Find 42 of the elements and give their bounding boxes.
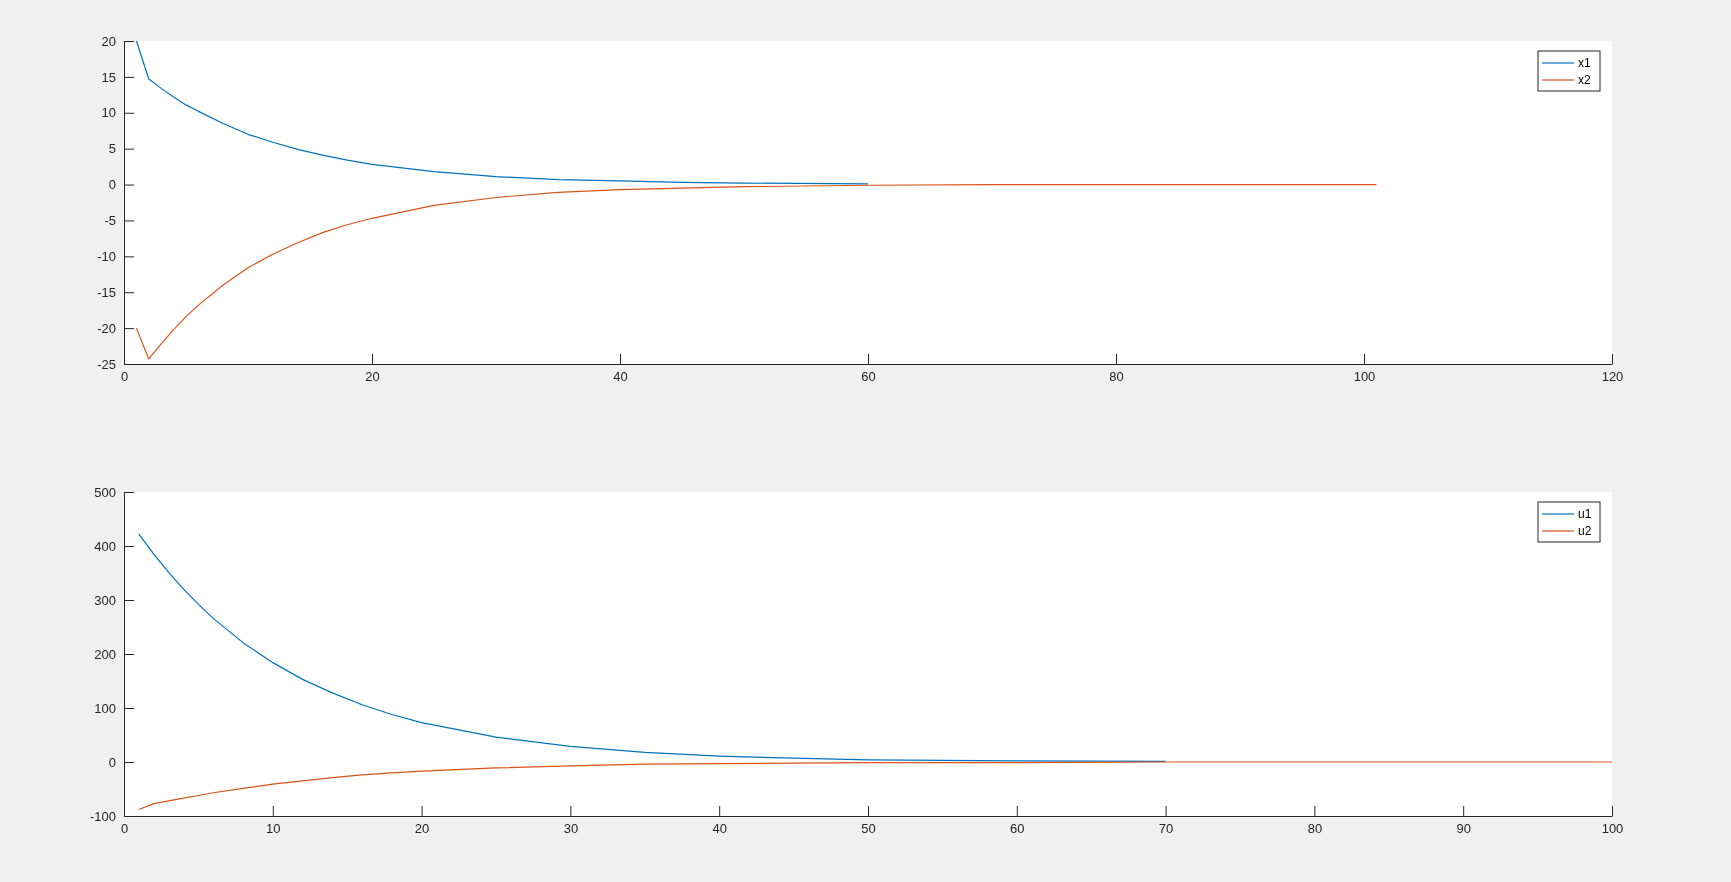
- x-tick-label: 60: [1010, 821, 1025, 837]
- y-tick-label: 500: [94, 484, 116, 500]
- y-tick-label: 20: [101, 33, 116, 49]
- y-tick-label: 300: [94, 592, 116, 608]
- y-tick-label: 5: [108, 141, 116, 157]
- x-tick-label: 20: [365, 369, 380, 385]
- x-tick-label: 30: [563, 821, 579, 837]
- y-tick-label: 400: [94, 538, 116, 554]
- x-tick-label: 100: [1353, 369, 1376, 385]
- y-tick-label: -20: [97, 320, 116, 336]
- legend-label: u2: [1578, 524, 1592, 538]
- y-tick-label: 15: [101, 69, 116, 85]
- line-series: [135, 183, 1377, 360]
- x-tick-label: 80: [1307, 821, 1323, 837]
- y-tick-label: -25: [97, 356, 116, 372]
- line-series: [138, 761, 1613, 811]
- line-series: [135, 40, 869, 185]
- y-tick-label: -10: [97, 248, 116, 264]
- y-tick-label: 200: [94, 646, 116, 662]
- x-tick-label: 40: [712, 821, 727, 837]
- x-tick-label: 90: [1456, 821, 1471, 837]
- x-tick-label: 10: [266, 821, 281, 837]
- x-tick-label: 40: [613, 369, 628, 385]
- x-tick-label: 50: [861, 821, 876, 837]
- y-tick-label: 100: [94, 700, 116, 716]
- x-tick-label: 0: [120, 369, 129, 385]
- y-tick-label: 0: [108, 177, 116, 193]
- y-tick-label: -5: [104, 213, 116, 229]
- y-tick-label: 10: [101, 105, 116, 121]
- legend-label: u1: [1578, 507, 1592, 521]
- x-tick-label: 20: [414, 821, 430, 837]
- x-tick-label: 100: [1601, 821, 1624, 837]
- x-tick-label: 0: [120, 821, 129, 837]
- legend-label: x1: [1578, 56, 1591, 70]
- x-tick-label: 80: [1109, 369, 1124, 385]
- y-tick-label: -100: [89, 808, 116, 824]
- x-tick-label: 120: [1601, 369, 1624, 385]
- y-tick-label: -15: [97, 284, 116, 300]
- x-tick-label: 70: [1158, 821, 1174, 837]
- legend-label: x2: [1578, 73, 1591, 87]
- y-tick-label: 0: [108, 754, 116, 770]
- x-tick-label: 60: [861, 369, 876, 385]
